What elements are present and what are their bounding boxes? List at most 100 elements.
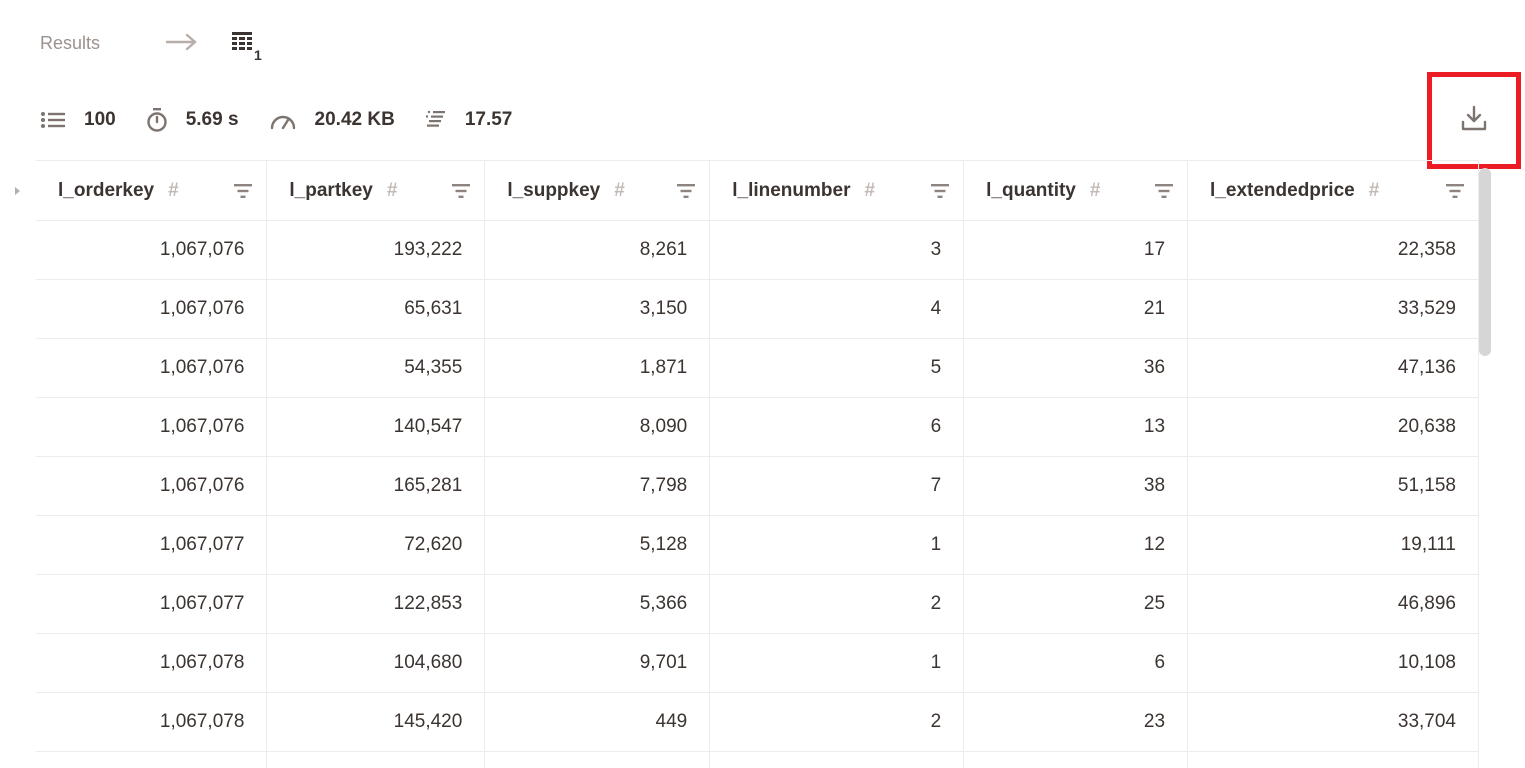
cell-l_partkey[interactable]: 165,281 bbox=[266, 456, 486, 516]
expand-toggle[interactable] bbox=[14, 184, 22, 202]
cell-l_suppkey[interactable]: 7,798 bbox=[484, 456, 711, 516]
cell-l_quantity[interactable]: 38 bbox=[963, 456, 1189, 516]
cell-l_suppkey[interactable]: 8,261 bbox=[484, 220, 711, 280]
cell-l_extendedprice[interactable]: 10,108 bbox=[1187, 633, 1479, 693]
hash-icon: # bbox=[1089, 179, 1101, 201]
cell-l_extendedprice[interactable] bbox=[1187, 751, 1479, 768]
cell-l_orderkey[interactable]: 1,067,078 bbox=[36, 692, 268, 752]
cell-l_suppkey[interactable]: 5,128 bbox=[484, 515, 711, 575]
filter-icon[interactable] bbox=[931, 183, 950, 198]
cell-l_quantity[interactable]: 12 bbox=[963, 515, 1189, 575]
cell-l_quantity[interactable]: 23 bbox=[963, 692, 1189, 752]
cell-l_extendedprice[interactable]: 33,704 bbox=[1187, 692, 1479, 752]
column-header-l_extendedprice[interactable]: l_extendedprice # bbox=[1187, 160, 1479, 221]
cell-l_quantity[interactable]: 21 bbox=[963, 279, 1189, 339]
column-name: l_suppkey bbox=[507, 179, 601, 201]
column-header-l_partkey[interactable]: l_partkey # bbox=[266, 160, 486, 221]
cell-l_partkey[interactable]: 145,420 bbox=[266, 692, 486, 752]
column-header-l_orderkey[interactable]: l_orderkey # bbox=[36, 160, 268, 221]
cell-l_quantity[interactable]: 25 bbox=[963, 574, 1189, 634]
cell-l_quantity[interactable] bbox=[963, 751, 1189, 768]
cell-l_orderkey[interactable]: 1,067,076 bbox=[36, 397, 268, 457]
cell-l_orderkey[interactable]: 1,067,078 bbox=[36, 633, 268, 693]
elapsed-stat: 5.69 s bbox=[146, 108, 239, 132]
tab-table[interactable]: 1 bbox=[232, 32, 262, 63]
filter-icon[interactable] bbox=[677, 183, 696, 198]
cell-l_linenumber[interactable]: 4 bbox=[709, 279, 965, 339]
table-row[interactable]: 1,067,078 bbox=[36, 751, 1479, 768]
cell-l_orderkey[interactable]: 1,067,077 bbox=[36, 574, 268, 634]
cell-l_partkey[interactable]: 193,222 bbox=[266, 220, 486, 280]
cell-l_suppkey[interactable]: 3,150 bbox=[484, 279, 711, 339]
cell-l_linenumber[interactable]: 3 bbox=[709, 220, 965, 280]
cell-l_linenumber[interactable]: 5 bbox=[709, 338, 965, 398]
table-row[interactable]: 1,067,078 145,420 449 2 23 33,704 bbox=[36, 692, 1479, 752]
cell-l_suppkey[interactable]: 9,701 bbox=[484, 633, 711, 693]
cell-l_suppkey[interactable]: 449 bbox=[484, 692, 711, 752]
bytes-value: 20.42 KB bbox=[314, 109, 395, 130]
cell-l_orderkey[interactable]: 1,067,076 bbox=[36, 338, 268, 398]
vertical-scrollbar[interactable] bbox=[1479, 168, 1491, 356]
column-header-l_suppkey[interactable]: l_suppkey # bbox=[484, 160, 711, 221]
filter-icon[interactable] bbox=[234, 183, 253, 198]
cell-l_extendedprice[interactable]: 33,529 bbox=[1187, 279, 1479, 339]
cell-l_linenumber[interactable]: 7 bbox=[709, 456, 965, 516]
filter-icon[interactable] bbox=[452, 183, 471, 198]
cell-l_orderkey[interactable]: 1,067,077 bbox=[36, 515, 268, 575]
cell-l_linenumber[interactable]: 2 bbox=[709, 574, 965, 634]
cell-l_partkey[interactable]: 122,853 bbox=[266, 574, 486, 634]
cell-l_extendedprice[interactable]: 22,358 bbox=[1187, 220, 1479, 280]
column-name: l_orderkey bbox=[58, 179, 155, 201]
cell-l_quantity[interactable]: 36 bbox=[963, 338, 1189, 398]
cell-l_quantity[interactable]: 17 bbox=[963, 220, 1189, 280]
table-row[interactable]: 1,067,076 193,222 8,261 3 17 22,358 bbox=[36, 220, 1479, 280]
filter-icon[interactable] bbox=[1446, 183, 1464, 198]
cell-l_orderkey[interactable]: 1,067,076 bbox=[36, 220, 268, 280]
hash-icon: # bbox=[1368, 179, 1380, 201]
column-header-content: l_quantity # bbox=[964, 161, 1187, 220]
cell-l_linenumber[interactable] bbox=[709, 751, 965, 768]
cell-l_partkey[interactable]: 140,547 bbox=[266, 397, 486, 457]
column-name: l_partkey bbox=[289, 179, 373, 201]
cell-l_linenumber[interactable]: 2 bbox=[709, 692, 965, 752]
cell-l_extendedprice[interactable]: 19,111 bbox=[1187, 515, 1479, 575]
cell-l_orderkey[interactable]: 1,067,076 bbox=[36, 279, 268, 339]
table-row[interactable]: 1,067,076 54,355 1,871 5 36 47,136 bbox=[36, 338, 1479, 398]
tab-results[interactable]: Results bbox=[40, 32, 101, 53]
cell-l_quantity[interactable]: 13 bbox=[963, 397, 1189, 457]
column-header-l_quantity[interactable]: l_quantity # bbox=[963, 160, 1189, 221]
cell-l_linenumber[interactable]: 1 bbox=[709, 633, 965, 693]
cell-l_partkey[interactable]: 72,620 bbox=[266, 515, 486, 575]
column-header-l_linenumber[interactable]: l_linenumber # bbox=[709, 160, 965, 221]
table-row[interactable]: 1,067,077 122,853 5,366 2 25 46,896 bbox=[36, 574, 1479, 634]
cell-l_suppkey[interactable]: 8,090 bbox=[484, 397, 711, 457]
column-name: l_quantity bbox=[986, 179, 1076, 201]
cell-l_extendedprice[interactable]: 46,896 bbox=[1187, 574, 1479, 634]
cell-l_linenumber[interactable]: 6 bbox=[709, 397, 965, 457]
cell-l_partkey[interactable]: 65,631 bbox=[266, 279, 486, 339]
hash-icon: # bbox=[614, 179, 625, 201]
cell-l_partkey[interactable]: 104,680 bbox=[266, 633, 486, 693]
cell-l_partkey[interactable] bbox=[266, 751, 486, 768]
results-table: l_orderkey # l_partkey # l_suppkey # l_linenum… bbox=[36, 160, 1479, 768]
download-button[interactable] bbox=[1454, 101, 1494, 141]
cell-l_extendedprice[interactable]: 47,136 bbox=[1187, 338, 1479, 398]
table-row[interactable]: 1,067,076 140,547 8,090 6 13 20,638 bbox=[36, 397, 1479, 457]
cell-l_extendedprice[interactable]: 51,158 bbox=[1187, 456, 1479, 516]
table-row[interactable]: 1,067,077 72,620 5,128 1 12 19,111 bbox=[36, 515, 1479, 575]
cell-l_suppkey[interactable]: 5,366 bbox=[484, 574, 711, 634]
cell-l_orderkey[interactable]: 1,067,076 bbox=[36, 456, 268, 516]
cell-l_orderkey[interactable]: 1,067,078 bbox=[36, 751, 268, 768]
cell-l_quantity[interactable]: 6 bbox=[963, 633, 1189, 693]
cell-l_extendedprice[interactable]: 20,638 bbox=[1187, 397, 1479, 457]
cell-l_suppkey[interactable] bbox=[484, 751, 711, 768]
column-header-content: l_extendedprice # bbox=[1188, 161, 1478, 220]
cell-l_partkey[interactable]: 54,355 bbox=[266, 338, 486, 398]
table-row[interactable]: 1,067,076 165,281 7,798 7 38 51,158 bbox=[36, 456, 1479, 516]
cell-l_linenumber[interactable]: 1 bbox=[709, 515, 965, 575]
column-header-content: l_partkey # bbox=[267, 161, 484, 220]
table-row[interactable]: 1,067,078 104,680 9,701 1 6 10,108 bbox=[36, 633, 1479, 693]
cell-l_suppkey[interactable]: 1,871 bbox=[484, 338, 711, 398]
filter-icon[interactable] bbox=[1155, 183, 1174, 198]
table-row[interactable]: 1,067,076 65,631 3,150 4 21 33,529 bbox=[36, 279, 1479, 339]
